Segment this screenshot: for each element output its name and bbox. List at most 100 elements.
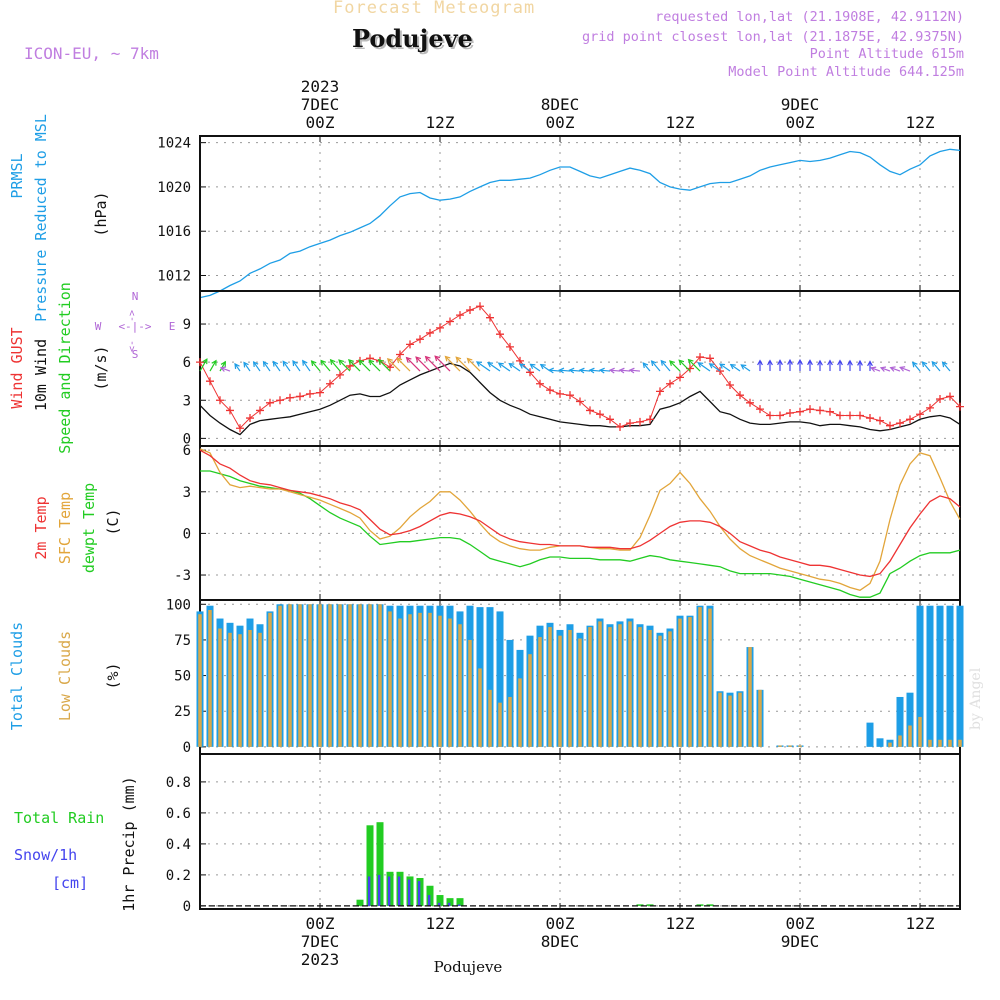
compass-n-arrow: -> xyxy=(127,310,138,322)
wind-arrow xyxy=(455,356,471,372)
wind-arrow xyxy=(642,362,651,372)
wind-arrow-head xyxy=(807,359,813,366)
gust-marker xyxy=(826,407,834,416)
compass-west: W xyxy=(95,320,102,333)
wind-arrow xyxy=(610,369,621,372)
wind-arrow-head xyxy=(678,359,685,366)
gust-marker xyxy=(306,389,314,398)
total-clouds-label: Total Clouds xyxy=(8,622,26,730)
total-cloud-bar xyxy=(506,639,514,747)
wind-arrow xyxy=(302,360,311,372)
wind-arrow xyxy=(660,360,671,372)
sfc-temp-line xyxy=(199,448,961,592)
snow-bar xyxy=(447,902,451,906)
wind-arrow xyxy=(348,359,361,372)
low-cloud-bar xyxy=(208,609,212,747)
low-cloud-bar xyxy=(518,678,522,747)
compass-s-arrow: <- xyxy=(127,340,138,352)
gust-marker xyxy=(446,317,454,326)
wind-arrow-head xyxy=(837,359,843,366)
gust-marker xyxy=(576,397,584,406)
low-cloud-bar xyxy=(568,629,572,747)
low-cloud-bar xyxy=(318,604,322,747)
gust-marker xyxy=(776,411,784,420)
wind-arrow xyxy=(669,360,681,372)
low-cloud-bar xyxy=(938,739,942,747)
low-cloud-bar xyxy=(928,739,932,747)
ytick-label-clouds: 50 xyxy=(174,669,191,685)
ytick-label-wind: 0 xyxy=(183,431,191,447)
total-cloud-bar xyxy=(876,738,884,747)
wind-arrow xyxy=(272,361,281,372)
wind-arrow xyxy=(678,359,691,372)
low-cloud-bar xyxy=(738,692,742,747)
low-cloud-bar xyxy=(298,604,302,747)
low-cloud-bar xyxy=(478,668,482,747)
ytick-label-pressure: 1024 xyxy=(157,136,191,152)
wind-arrow-head xyxy=(252,360,259,368)
wind-arrow-head xyxy=(797,358,803,365)
total-cloud-bar xyxy=(936,605,944,747)
gust-marker xyxy=(666,379,674,388)
wind-arrow-head xyxy=(487,361,494,368)
low-cloud-bar xyxy=(608,627,612,747)
wind-direction-label: Speed and Direction xyxy=(56,282,74,454)
wind-arrow-head xyxy=(262,360,269,367)
rain-bar xyxy=(706,904,714,906)
wind-arrow-head xyxy=(396,357,403,364)
precip-unit: 1hr Precip (mm) xyxy=(120,776,138,911)
low-cloud-bar xyxy=(458,624,462,747)
low-clouds-label: Low Clouds xyxy=(56,631,74,721)
low-cloud-bar xyxy=(798,745,802,747)
wind-arrow-head xyxy=(757,359,763,366)
snow-bar xyxy=(427,895,431,906)
snow-bar xyxy=(407,879,411,906)
low-cloud-bar xyxy=(288,604,292,747)
wind-arrow-head xyxy=(578,367,585,374)
wind-arrow xyxy=(519,363,531,372)
gust-marker xyxy=(746,398,754,407)
total-cloud-bar xyxy=(926,605,934,747)
wind-arrow xyxy=(415,356,431,372)
gust-marker xyxy=(556,389,564,398)
wind-arrow xyxy=(651,360,661,372)
wind-arrow-head xyxy=(211,359,217,366)
wind-arrow xyxy=(579,369,591,372)
low-cloud-bar xyxy=(918,716,922,747)
wind-arrow xyxy=(697,362,711,372)
gust-marker xyxy=(876,416,884,425)
wind-arrow xyxy=(508,363,521,372)
wind-arrow-head xyxy=(368,359,375,366)
bottom-time-label: 00Z xyxy=(786,914,815,933)
gust-marker xyxy=(626,419,634,428)
gust-marker xyxy=(806,405,814,414)
top-time-label: 00Z xyxy=(546,113,575,132)
rain-bar xyxy=(446,898,454,906)
gust-marker xyxy=(706,354,714,363)
gust-marker xyxy=(476,302,484,311)
low-cloud-bar xyxy=(328,604,332,747)
gust-marker xyxy=(256,406,264,415)
wind-arrow xyxy=(467,358,481,372)
low-cloud-bar xyxy=(278,605,282,747)
wind-arrow-head xyxy=(777,359,783,366)
wind-arrow xyxy=(368,359,381,372)
wind-arrow xyxy=(292,360,301,372)
wind-arrow-head xyxy=(310,360,317,367)
wind-arrow xyxy=(921,361,931,372)
low-cloud-bar xyxy=(388,611,392,747)
ytick-label-temperature: 6 xyxy=(183,443,191,459)
low-cloud-bar xyxy=(628,621,632,747)
station-name: Podujeve xyxy=(352,24,473,53)
total-cloud-bar xyxy=(906,692,914,747)
wind-arrow xyxy=(569,369,581,372)
gust-marker xyxy=(886,421,894,430)
wind-arrow-head xyxy=(598,367,605,374)
wind-arrow-head xyxy=(628,367,635,374)
gust-marker xyxy=(536,379,544,388)
wind-arrow-head xyxy=(608,367,615,374)
gust-marker xyxy=(216,396,224,405)
wind-arrow-head xyxy=(497,362,504,368)
gust-marker xyxy=(936,394,944,403)
